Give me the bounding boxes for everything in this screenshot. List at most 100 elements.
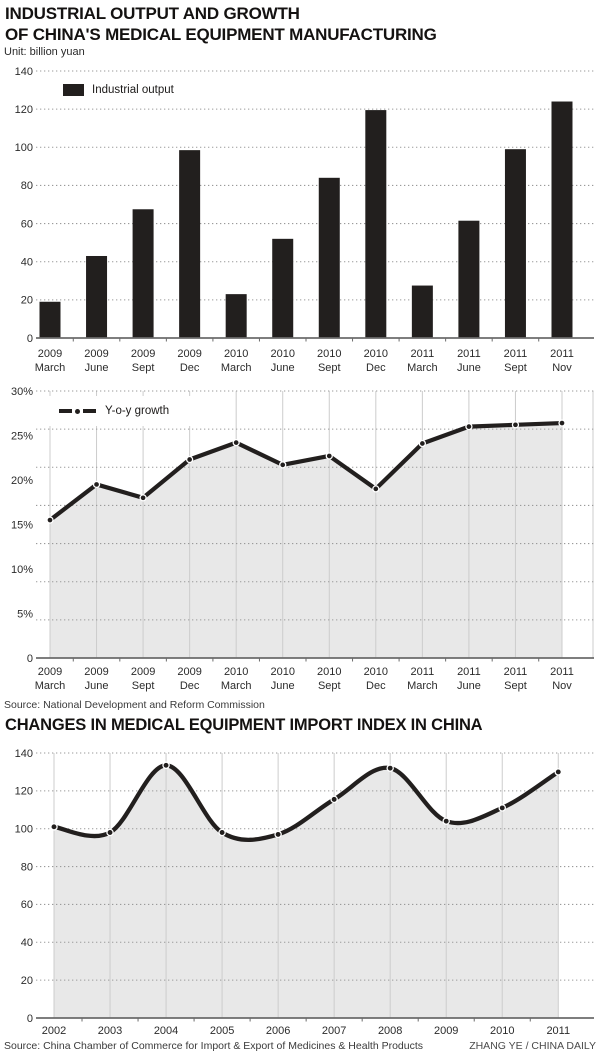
legend-industrial-output: Industrial output — [63, 84, 174, 96]
svg-text:2010: 2010 — [317, 666, 341, 678]
svg-text:0: 0 — [27, 333, 33, 345]
svg-text:2003: 2003 — [98, 1025, 122, 1037]
svg-text:15%: 15% — [11, 519, 33, 531]
svg-text:2010: 2010 — [224, 666, 248, 678]
svg-text:2011: 2011 — [411, 348, 435, 360]
svg-text:June: June — [85, 362, 109, 374]
source-note-2: Source: China Chamber of Commerce for Im… — [4, 1040, 424, 1052]
svg-text:2009: 2009 — [131, 348, 155, 360]
svg-text:140: 140 — [15, 66, 33, 78]
svg-text:10%: 10% — [11, 564, 33, 576]
svg-text:25%: 25% — [11, 430, 33, 442]
svg-text:2010: 2010 — [364, 666, 388, 678]
svg-text:2009: 2009 — [434, 1025, 458, 1037]
svg-text:2009: 2009 — [38, 348, 62, 360]
svg-text:Sept: Sept — [504, 680, 527, 692]
svg-text:80: 80 — [21, 861, 33, 873]
industrial-output-bar-chart: 20 40 60 80 100 120 140 0 2009 March 2009 June 2009 S… — [15, 66, 594, 374]
svg-text:100: 100 — [15, 824, 33, 836]
svg-text:June: June — [457, 680, 481, 692]
svg-text:2009: 2009 — [177, 666, 201, 678]
svg-text:March: March — [35, 680, 66, 692]
svg-text:Sept: Sept — [318, 362, 341, 374]
svg-text:2005: 2005 — [210, 1025, 234, 1037]
svg-text:2011: 2011 — [550, 348, 574, 360]
svg-text:0: 0 — [27, 1013, 33, 1025]
svg-text:2008: 2008 — [378, 1025, 402, 1037]
svg-text:March: March — [407, 680, 438, 692]
svg-text:March: March — [221, 362, 252, 374]
svg-text:2009: 2009 — [131, 666, 155, 678]
byline-credit: ZHANG YE / CHINA DAILY — [469, 1040, 596, 1052]
svg-text:Sept: Sept — [132, 362, 155, 374]
svg-text:20: 20 — [21, 975, 33, 987]
legend-yoy-growth: Y-o-y growth — [46, 396, 196, 426]
svg-text:2011: 2011 — [411, 666, 435, 678]
svg-text:2011: 2011 — [504, 348, 528, 360]
svg-text:30%: 30% — [11, 386, 33, 398]
svg-text:2009: 2009 — [84, 666, 108, 678]
svg-text:Sept: Sept — [318, 680, 341, 692]
svg-text:20: 20 — [21, 295, 33, 307]
legend-industrial-output-label: Industrial output — [92, 84, 174, 96]
svg-text:Sept: Sept — [504, 362, 527, 374]
svg-text:100: 100 — [15, 142, 33, 154]
svg-text:140: 140 — [15, 748, 33, 760]
svg-text:120: 120 — [15, 104, 33, 116]
page-title: INDUSTRIAL OUTPUT AND GROWTH OF CHINA'S … — [5, 3, 437, 45]
svg-text:2011: 2011 — [457, 348, 481, 360]
svg-text:June: June — [271, 362, 295, 374]
svg-text:2010: 2010 — [317, 348, 341, 360]
import-index-line-chart: 20 40 60 80 100 120 140 0 2002 2003 2004 2005 2006 20… — [15, 748, 594, 1037]
svg-text:2004: 2004 — [154, 1025, 178, 1037]
svg-text:March: March — [407, 362, 438, 374]
svg-text:2011: 2011 — [546, 1025, 570, 1037]
svg-text:2011: 2011 — [504, 666, 528, 678]
svg-text:March: March — [35, 362, 66, 374]
yoy-growth-line-chart: 30% 25% 20% 15% 10% 5% 0 2009 March 2009 June 2009 S… — [11, 386, 594, 692]
svg-text:2009: 2009 — [38, 666, 62, 678]
svg-text:Nov: Nov — [552, 362, 572, 374]
source-note-1: Source: National Development and Reform … — [4, 699, 265, 711]
svg-text:Dec: Dec — [180, 680, 200, 692]
svg-text:2010: 2010 — [270, 348, 294, 360]
svg-text:2009: 2009 — [177, 348, 201, 360]
bar-swatch-icon — [63, 84, 84, 96]
svg-text:80: 80 — [21, 180, 33, 192]
title-line-1: INDUSTRIAL OUTPUT AND GROWTH — [5, 4, 300, 23]
svg-text:Dec: Dec — [180, 362, 200, 374]
svg-text:March: March — [221, 680, 252, 692]
svg-text:Dec: Dec — [366, 680, 386, 692]
svg-text:2011: 2011 — [550, 666, 574, 678]
svg-text:June: June — [85, 680, 109, 692]
line-marker-icon — [59, 408, 96, 414]
svg-text:2002: 2002 — [42, 1025, 66, 1037]
svg-text:20%: 20% — [11, 475, 33, 487]
svg-text:60: 60 — [21, 218, 33, 230]
svg-text:2010: 2010 — [490, 1025, 514, 1037]
section2-title: CHANGES IN MEDICAL EQUIPMENT IMPORT INDE… — [5, 716, 483, 734]
svg-text:2007: 2007 — [322, 1025, 346, 1037]
svg-text:2010: 2010 — [364, 348, 388, 360]
svg-text:Sept: Sept — [132, 680, 155, 692]
title-line-2: OF CHINA'S MEDICAL EQUIPMENT MANUFACTURI… — [5, 25, 437, 44]
svg-text:2010: 2010 — [224, 348, 248, 360]
svg-text:40: 40 — [21, 937, 33, 949]
svg-text:5%: 5% — [17, 608, 33, 620]
svg-text:Dec: Dec — [366, 362, 386, 374]
svg-text:0: 0 — [27, 653, 33, 665]
svg-text:120: 120 — [15, 786, 33, 798]
svg-text:2009: 2009 — [84, 348, 108, 360]
svg-text:2011: 2011 — [457, 666, 481, 678]
svg-text:June: June — [457, 362, 481, 374]
svg-text:2006: 2006 — [266, 1025, 290, 1037]
svg-text:40: 40 — [21, 257, 33, 269]
svg-text:Nov: Nov — [552, 680, 572, 692]
svg-text:60: 60 — [21, 899, 33, 911]
legend-yoy-growth-label: Y-o-y growth — [105, 405, 170, 417]
unit-label: Unit: billion yuan — [4, 46, 85, 58]
svg-text:2010: 2010 — [270, 666, 294, 678]
svg-text:June: June — [271, 680, 295, 692]
